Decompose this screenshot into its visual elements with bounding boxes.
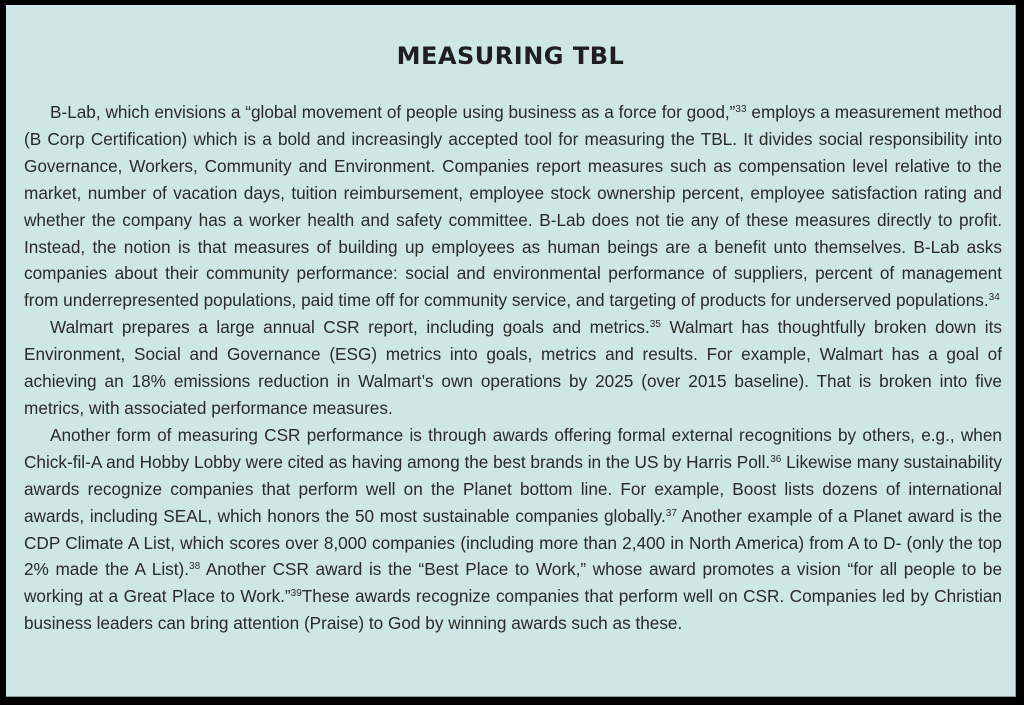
text-segment: Likewise many sustainability awards reco… — [24, 451, 1002, 526]
box-body: B-Lab, which envisions a “global movemen… — [24, 99, 1002, 637]
sidebar-box: MEASURING TBL B-Lab, which envisions a “… — [6, 5, 1016, 697]
footnote-ref-37: 37 — [665, 507, 677, 519]
footnote-ref-36: 36 — [770, 453, 782, 465]
text-segment: These awards recognize companies that pe… — [24, 586, 1002, 634]
box-title: MEASURING TBL — [396, 42, 625, 70]
text-segment: Walmart has thoughtfully broken down its… — [24, 317, 1002, 418]
footnote-ref-35: 35 — [649, 319, 661, 331]
text-segment: Another form of measuring CSR performanc… — [24, 424, 1002, 472]
text-segment: Walmart prepares a large annual CSR repo… — [50, 317, 650, 338]
text-segment: Another CSR award is the “Best Place to … — [24, 559, 1002, 607]
footnote-ref-39: 39 — [290, 588, 302, 600]
paragraph-walmart: Walmart prepares a large annual CSR repo… — [24, 314, 1002, 422]
footnote-ref-38: 38 — [189, 561, 201, 573]
footnote-ref-33: 33 — [735, 104, 747, 115]
paragraph-b-lab: B-Lab, which envisions a “global movemen… — [24, 99, 1002, 314]
text-segment: Another example of a Planet award is the… — [24, 505, 1002, 580]
footnote-ref-34: 34 — [988, 292, 1000, 304]
text-segment: employs a measurement method (B Corp Cer… — [24, 102, 1002, 311]
text-segment: B-Lab, which envisions a “global movemen… — [50, 102, 736, 122]
paragraph-awards: Another form of measuring CSR performanc… — [24, 422, 1002, 637]
